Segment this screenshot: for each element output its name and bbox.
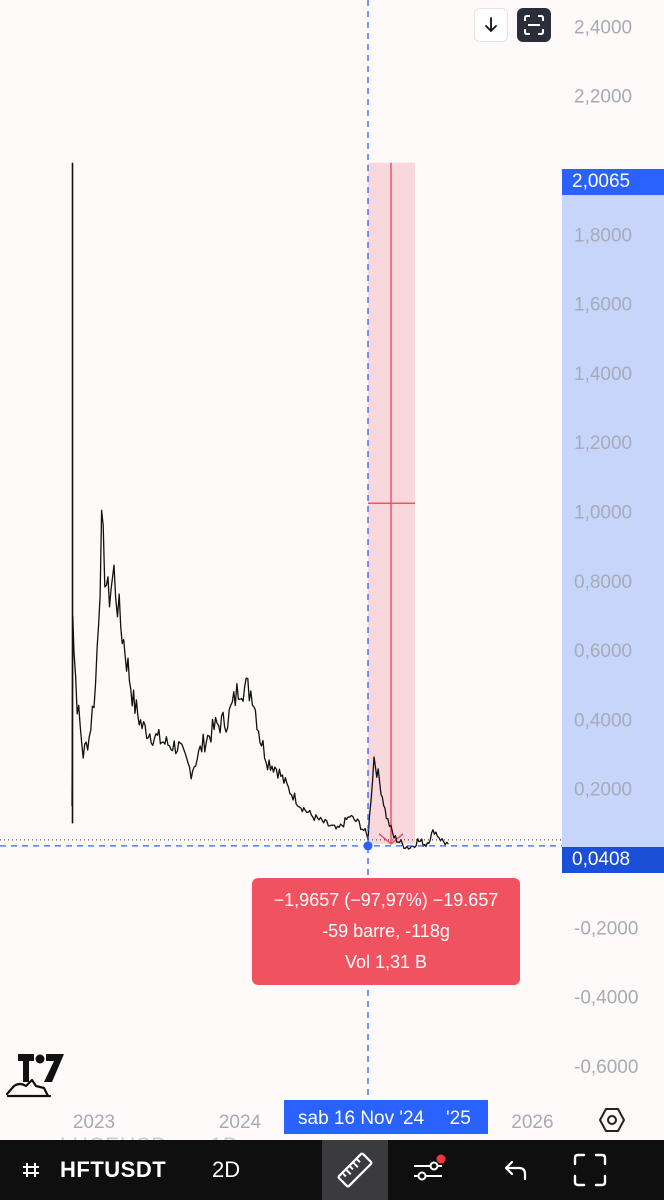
arrow-down-icon xyxy=(485,17,497,33)
tradingview-logo-icon xyxy=(5,1054,64,1098)
y-tick-label: -0,2000 xyxy=(574,918,638,939)
y-tick-label: 2,2000 xyxy=(574,87,632,108)
x-tick-label: 2026 xyxy=(511,1112,553,1133)
y-tick-label: -0,6000 xyxy=(574,1057,638,1078)
fullscreen-button[interactable] xyxy=(568,1140,612,1200)
hexagon-settings-icon xyxy=(599,1108,625,1132)
crosshair-date: sab 16 Nov '24 xyxy=(298,1108,425,1129)
y-tick-label: -0,4000 xyxy=(574,988,638,1009)
y-tick-label: 1,8000 xyxy=(574,225,632,246)
chart-settings-button[interactable] xyxy=(598,1106,626,1139)
indicator-settings-button[interactable] xyxy=(408,1140,448,1200)
symbol-menu-button[interactable] xyxy=(16,1140,46,1200)
tooltip-volume: Vol 1,31 B xyxy=(344,952,428,972)
price-scale-highlight xyxy=(562,182,664,856)
range-measure-arrowhead xyxy=(378,833,404,845)
y-tick-label: 1,0000 xyxy=(574,503,632,524)
x-tick-label: 2024 xyxy=(219,1112,262,1133)
range-top-price-label: 2,0065 xyxy=(562,169,664,195)
expand-chart-button[interactable] xyxy=(517,8,551,42)
y-tick-label: 2,4000 xyxy=(574,17,632,38)
y-tick-label: 0,8000 xyxy=(574,572,632,593)
y-tick-label: 1,6000 xyxy=(574,295,632,316)
scroll-to-latest-button[interactable] xyxy=(474,8,508,42)
fullscreen-icon xyxy=(573,1153,607,1187)
tradingview-logo[interactable] xyxy=(4,1052,68,1103)
y-tick-label: 0,6000 xyxy=(574,641,632,662)
range-measure-tooltip: −1,9657 (−97,97%) −19.657 -59 barre, -11… xyxy=(252,878,520,985)
menu-icon xyxy=(23,1163,39,1177)
x-axis: 2023 2024 2026 xyxy=(73,1112,554,1133)
crosshair-anchor-dot[interactable] xyxy=(363,841,373,851)
price-series-line xyxy=(71,509,449,850)
symbol-button[interactable]: HFTUSDT xyxy=(60,1157,167,1182)
tooltip-change: −1,9657 (−97,97%) −19.657 xyxy=(273,890,499,910)
undo-button[interactable] xyxy=(498,1140,534,1200)
y-tick-label: 0,2000 xyxy=(574,780,632,801)
y-tick-label: 1,2000 xyxy=(574,433,632,454)
tooltip-bars: -59 barre, -118g xyxy=(322,921,450,941)
y-tick-label: 1,4000 xyxy=(574,364,632,385)
crosshair-year: '25 xyxy=(446,1108,471,1129)
expand-icon xyxy=(524,15,544,35)
crosshair-date-label: sab 16 Nov '24 '25 xyxy=(284,1100,488,1134)
bottom-toolbar: HFTUSDT 2D xyxy=(0,1140,664,1200)
y-tick-label: 0,4000 xyxy=(574,710,632,731)
sliders-icon xyxy=(414,1154,446,1181)
x-tick-label: 2023 xyxy=(73,1112,115,1133)
interval-button[interactable]: 2D xyxy=(212,1157,241,1182)
ruler-icon xyxy=(337,1152,373,1188)
current-price-label: 0,0408 xyxy=(562,847,664,873)
undo-icon xyxy=(504,1160,527,1181)
measure-tool-button[interactable] xyxy=(322,1140,388,1200)
